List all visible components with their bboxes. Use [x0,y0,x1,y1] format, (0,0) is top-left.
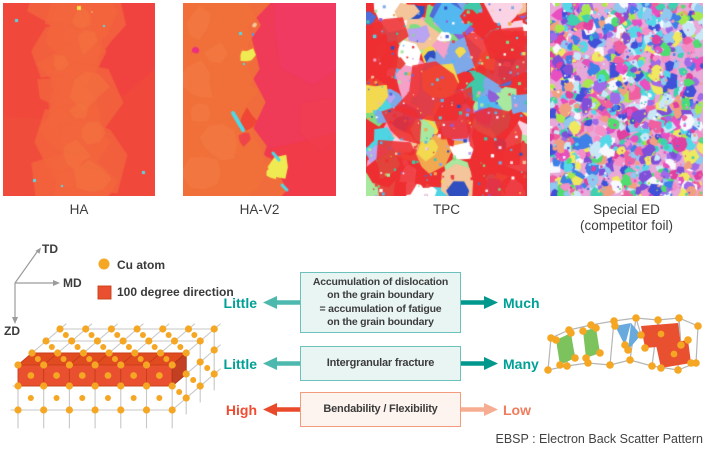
box-bendability-text: Bendability / Flexibility [323,402,438,415]
ebsp-footnote: EBSP : Electron Back Scatter Pattern [495,432,703,446]
micrograph-label-special-ed: Special ED (competitor foil) [550,202,703,234]
box-dislocation-accumulation: Accumulation of dislocation on the grain… [300,272,461,333]
micrograph-label-line2: (competitor foil) [579,218,674,233]
arrow-right-many [461,357,498,370]
direction-swatch [97,285,112,300]
micrograph-label-line1: Special ED [593,202,660,217]
md-arrowhead [53,280,60,286]
ebsd-map-ha-image [3,3,155,196]
ebsd-map-ha-v2-image [183,3,336,196]
md-label: MD [63,276,82,290]
label-much: Much [503,295,540,311]
micrograph-label-ha: HA [69,202,89,217]
box-dislocation-text: Accumulation of dislocation on the grain… [312,276,449,328]
cu-atom-swatch [98,258,110,270]
label-high: High [225,402,257,418]
ebsd-map-special-ed-image [550,3,703,196]
arrow-left-little-2 [263,357,300,370]
arrow-right-low [461,403,498,416]
crystal-lattice-panel: TD MD ZD Cu atom 100 degree direction [4,242,234,429]
td-label: TD [42,242,58,256]
coordinate-axes: TD MD ZD [4,242,82,338]
label-many: Many [503,356,539,372]
micrograph-ha-v2: HA-V2 [183,3,336,218]
zd-label: ZD [4,324,20,338]
micrograph-tpc: TPC [366,3,527,218]
micrograph-label-ha-v2: HA-V2 [239,202,280,217]
micrograph-ha: HA [3,3,155,218]
box-intergranular-fracture: Intergranular fracture [300,346,461,381]
label-little-1: Little [223,295,257,311]
micrograph-special-ed: Special ED (competitor foil) [550,3,703,234]
crystal-lattice-diagram [10,323,221,429]
micrograph-label-tpc: TPC [433,202,460,217]
direction-label: 100 degree direction [117,285,234,299]
arrow-right-much [461,296,498,309]
cu-atom-label: Cu atom [117,258,165,272]
zd-arrowhead [12,317,18,324]
ebsd-map-tpc-image [366,3,527,196]
arrow-left-high [263,403,300,416]
box-bendability-flexibility: Bendability / Flexibility [300,392,461,427]
arrow-left-little-1 [263,296,300,309]
label-low: Low [503,402,531,418]
lattice-legend: Cu atom 100 degree direction [97,258,234,300]
box-fracture-text: Intergranular fracture [326,356,435,369]
label-little-2: Little [223,356,257,372]
distorted-grain-cluster [544,314,702,374]
td-axis [14,251,38,284]
td-arrowhead [35,247,41,254]
